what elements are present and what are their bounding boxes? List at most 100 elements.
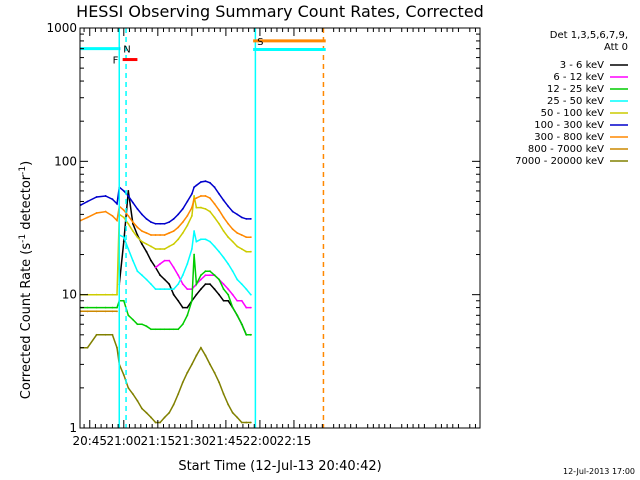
- data-point: [131, 221, 134, 224]
- flag-label: N: [123, 45, 130, 56]
- data-point: [249, 333, 252, 336]
- data-point: [95, 310, 98, 313]
- data-point: [200, 181, 202, 183]
- data-point: [213, 371, 216, 374]
- data-point: [186, 214, 189, 217]
- legend-entry-label: 12 - 25 keV: [547, 84, 604, 95]
- y-axis-label-part: ): [19, 161, 34, 166]
- data-point: [122, 190, 125, 192]
- data-point: [195, 354, 198, 357]
- data-point: [195, 206, 198, 209]
- data-point: [231, 411, 234, 414]
- data-point: [111, 310, 114, 313]
- data-point: [190, 206, 193, 209]
- data-point: [145, 232, 148, 234]
- data-point: [177, 226, 180, 229]
- plot-frame: [79, 27, 481, 429]
- data-point: [86, 306, 89, 309]
- data-point: [172, 293, 175, 296]
- data-point: [95, 212, 98, 214]
- data-point: [163, 248, 166, 250]
- data-point: [159, 274, 161, 277]
- data-point: [236, 314, 239, 317]
- x-tick-label: 22:00: [243, 434, 278, 448]
- data-point: [236, 416, 239, 419]
- data-point: [240, 234, 243, 236]
- data-point: [186, 224, 189, 227]
- data-point: [209, 210, 211, 213]
- data-point: [249, 236, 252, 239]
- data-point: [181, 306, 184, 309]
- data-point: [245, 421, 248, 424]
- data-point: [236, 213, 239, 216]
- x-tick-label: 21:00: [106, 434, 141, 448]
- data-point: [111, 214, 114, 217]
- data-point: [213, 202, 216, 205]
- series-line-5: [80, 180, 251, 225]
- legend-entry-label: 300 - 800 keV: [534, 132, 604, 143]
- data-point: [168, 245, 171, 248]
- data-point: [222, 283, 225, 286]
- data-point: [200, 238, 202, 241]
- data-point: [136, 226, 139, 229]
- flag-label: S: [257, 37, 263, 48]
- legend-entry-label: 7000 - 20000 keV: [515, 156, 604, 167]
- data-point: [200, 195, 202, 197]
- data-point: [145, 218, 148, 220]
- data-point: [231, 228, 234, 231]
- data-point: [186, 306, 189, 309]
- data-point: [159, 328, 161, 331]
- data-point: [122, 209, 125, 212]
- data-point: [177, 299, 180, 302]
- data-point: [163, 288, 166, 291]
- y-axis-label-part: -1: [18, 166, 28, 175]
- y-axis-label-part: -1: [18, 234, 28, 243]
- data-point: [213, 216, 216, 219]
- data-point: [218, 192, 220, 195]
- data-point: [150, 245, 152, 248]
- data-point: [249, 250, 252, 253]
- data-point: [193, 230, 196, 232]
- data-point: [131, 230, 134, 232]
- data-point: [213, 245, 216, 248]
- data-point: [145, 325, 148, 328]
- data-point: [145, 278, 148, 281]
- data-point: [127, 190, 130, 192]
- data-point: [163, 234, 166, 236]
- data-point: [218, 293, 220, 296]
- data-point: [127, 386, 130, 389]
- data-point: [209, 283, 211, 286]
- data-point: [150, 259, 152, 262]
- data-point: [218, 222, 220, 225]
- series-line-8: [80, 334, 251, 424]
- data-point: [190, 192, 193, 195]
- data-point: [181, 207, 184, 210]
- y-axis-label-part: detector: [19, 174, 34, 234]
- data-point: [227, 236, 230, 239]
- flag-layer: NF S: [80, 28, 326, 428]
- data-point: [127, 222, 130, 225]
- data-point: [104, 210, 107, 213]
- data-point: [168, 411, 171, 414]
- data-point: [172, 328, 175, 331]
- y-axis-label: Corrected Count Rate (s-1 detector-1): [18, 161, 34, 399]
- data-point: [231, 240, 234, 243]
- data-point: [177, 393, 180, 395]
- data-point: [150, 234, 152, 236]
- data-point: [127, 248, 130, 250]
- data-point: [163, 416, 166, 419]
- data-point: [186, 263, 189, 265]
- data-point: [163, 259, 166, 262]
- data-point: [222, 393, 225, 395]
- data-point: [154, 248, 157, 250]
- data-point: [136, 207, 139, 210]
- x-tick-label: 20:45: [72, 434, 107, 448]
- data-point: [163, 328, 166, 331]
- data-point: [163, 278, 166, 281]
- data-point: [131, 259, 134, 262]
- data-point: [209, 240, 211, 243]
- data-point: [227, 403, 230, 406]
- data-point: [131, 201, 134, 204]
- data-point: [127, 195, 130, 197]
